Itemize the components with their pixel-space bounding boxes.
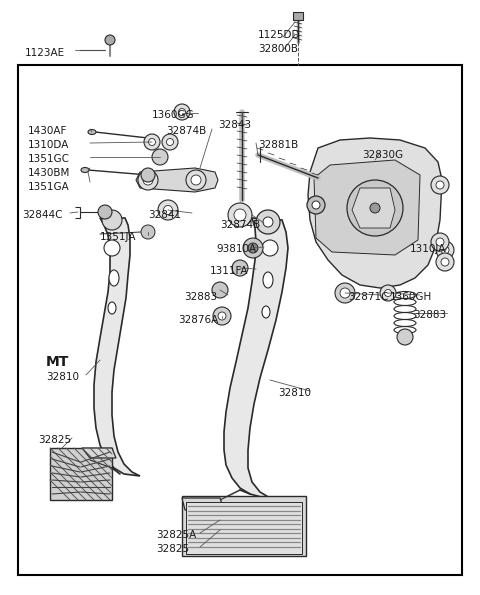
Circle shape xyxy=(256,210,280,234)
Circle shape xyxy=(98,205,112,219)
Circle shape xyxy=(384,290,392,296)
Text: 32843: 32843 xyxy=(218,120,251,130)
Text: MT: MT xyxy=(46,355,70,369)
Circle shape xyxy=(397,329,413,345)
Circle shape xyxy=(141,225,155,239)
Circle shape xyxy=(232,260,248,276)
Circle shape xyxy=(431,176,449,194)
Bar xyxy=(182,496,306,556)
Circle shape xyxy=(431,233,449,251)
Text: 32844C: 32844C xyxy=(22,210,62,220)
Text: 32871C: 32871C xyxy=(348,292,388,302)
Circle shape xyxy=(162,134,178,150)
Text: 1351JA: 1351JA xyxy=(100,232,136,242)
Circle shape xyxy=(179,108,185,115)
Circle shape xyxy=(152,149,168,165)
Text: 32825: 32825 xyxy=(156,544,189,554)
Circle shape xyxy=(141,168,155,182)
Ellipse shape xyxy=(88,130,96,134)
Text: 32874B: 32874B xyxy=(166,126,206,136)
Polygon shape xyxy=(94,218,140,476)
Circle shape xyxy=(213,307,231,325)
Circle shape xyxy=(340,288,350,298)
Circle shape xyxy=(102,210,122,230)
Circle shape xyxy=(212,282,228,298)
Circle shape xyxy=(158,200,178,220)
Circle shape xyxy=(312,201,320,209)
Ellipse shape xyxy=(108,302,116,314)
Circle shape xyxy=(186,170,206,190)
Circle shape xyxy=(347,180,403,236)
Text: 32883: 32883 xyxy=(413,310,446,320)
Text: 32841: 32841 xyxy=(148,210,181,220)
Text: 32810: 32810 xyxy=(46,372,79,382)
Circle shape xyxy=(248,243,258,253)
Text: 1125DD: 1125DD xyxy=(258,30,300,40)
Polygon shape xyxy=(224,218,288,502)
Circle shape xyxy=(164,205,172,215)
Text: 1310DA: 1310DA xyxy=(28,140,70,150)
Ellipse shape xyxy=(109,270,119,286)
Text: 32883: 32883 xyxy=(184,292,217,302)
Circle shape xyxy=(148,139,156,146)
Circle shape xyxy=(218,312,226,320)
Circle shape xyxy=(380,285,396,301)
Bar xyxy=(18,65,462,575)
Text: 1311FA: 1311FA xyxy=(210,266,249,276)
Text: 93810A: 93810A xyxy=(216,244,256,254)
Circle shape xyxy=(262,240,278,256)
Text: 32800B: 32800B xyxy=(258,44,298,54)
Text: 32876A: 32876A xyxy=(178,315,218,325)
Circle shape xyxy=(138,170,158,190)
Polygon shape xyxy=(352,188,395,228)
Ellipse shape xyxy=(81,168,89,173)
Polygon shape xyxy=(308,138,442,288)
Text: 32825: 32825 xyxy=(38,435,71,445)
Circle shape xyxy=(104,240,120,256)
Circle shape xyxy=(228,203,252,227)
Ellipse shape xyxy=(263,272,273,288)
Text: 32881B: 32881B xyxy=(258,140,298,150)
Text: 32830G: 32830G xyxy=(362,150,403,160)
Circle shape xyxy=(143,175,153,185)
Circle shape xyxy=(144,134,160,150)
Text: 1360GG: 1360GG xyxy=(152,110,194,120)
Text: 1430AF: 1430AF xyxy=(28,126,67,136)
Text: 1123AE: 1123AE xyxy=(25,48,65,58)
Ellipse shape xyxy=(262,306,270,318)
Circle shape xyxy=(234,209,246,221)
Polygon shape xyxy=(136,168,218,192)
Circle shape xyxy=(335,283,355,303)
Circle shape xyxy=(370,203,380,213)
Text: 32825A: 32825A xyxy=(156,530,196,540)
Text: 1310JA: 1310JA xyxy=(410,244,446,254)
Text: 1430BM: 1430BM xyxy=(28,168,71,178)
Circle shape xyxy=(361,194,389,222)
Circle shape xyxy=(105,35,115,45)
Bar xyxy=(293,12,303,20)
Circle shape xyxy=(263,217,273,227)
Circle shape xyxy=(436,253,454,271)
Circle shape xyxy=(436,181,444,189)
Circle shape xyxy=(307,196,325,214)
Bar xyxy=(50,448,112,500)
Text: 32874B: 32874B xyxy=(220,220,260,230)
Text: 1360GH: 1360GH xyxy=(390,292,432,302)
Bar xyxy=(186,502,302,554)
Circle shape xyxy=(441,258,449,266)
Circle shape xyxy=(243,238,263,258)
Circle shape xyxy=(436,241,454,259)
Polygon shape xyxy=(182,498,224,510)
Circle shape xyxy=(191,175,201,185)
Polygon shape xyxy=(314,160,420,255)
Circle shape xyxy=(441,246,449,254)
Polygon shape xyxy=(82,448,116,458)
Text: 1351GA: 1351GA xyxy=(28,182,70,192)
Circle shape xyxy=(436,238,444,246)
Text: 32810: 32810 xyxy=(278,388,311,398)
Text: 1351GC: 1351GC xyxy=(28,154,70,164)
Circle shape xyxy=(167,139,173,146)
Circle shape xyxy=(174,104,190,120)
